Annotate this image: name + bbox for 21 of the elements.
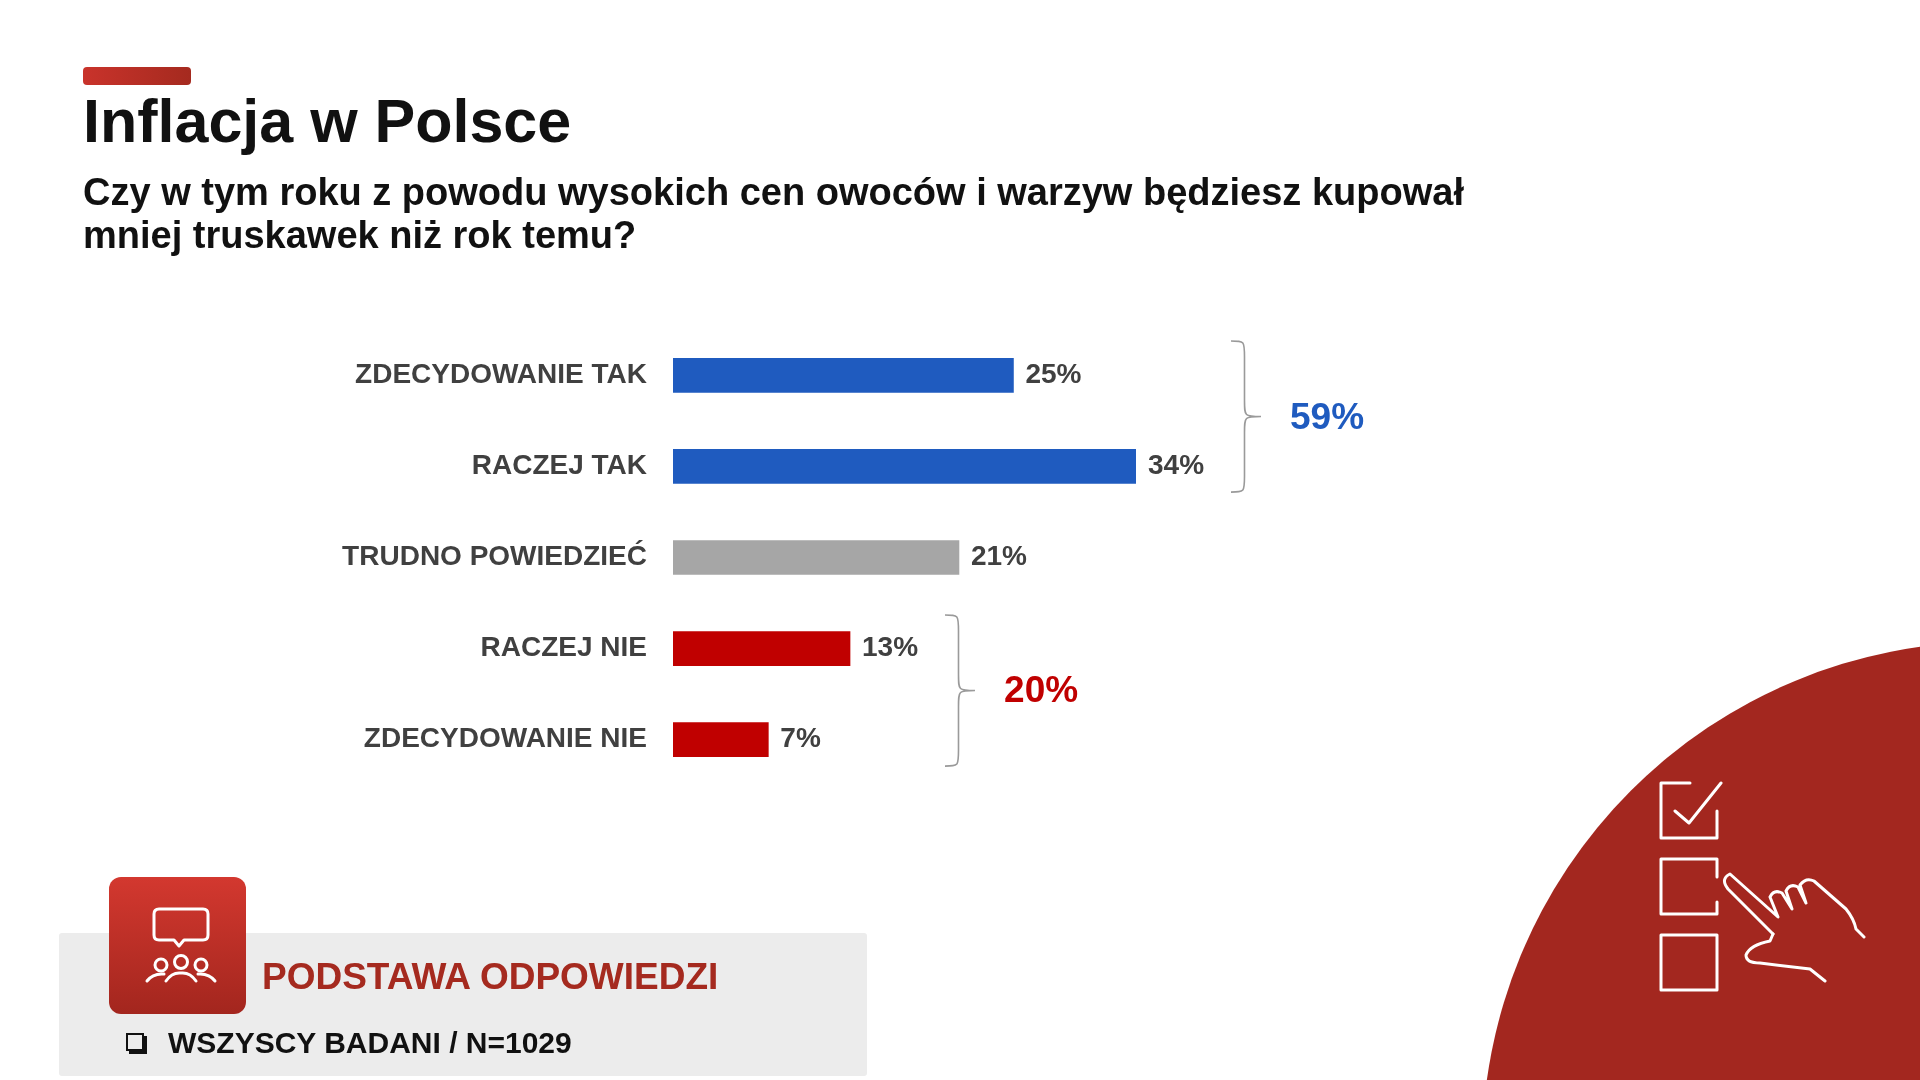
bar (673, 631, 851, 666)
bar (673, 358, 1014, 393)
bar (673, 449, 1136, 484)
chart-subtitle: Czy w tym roku z powodu wysokich cen owoców i warzyw będziesz kupował mniej truskawek niż rok temu? (83, 171, 1465, 257)
data-label: 25% (1025, 358, 1082, 390)
y-tick-label: TRUDNO POWIEDZIEĆ (342, 540, 647, 572)
y-tick-label: ZDECYDOWANIE TAK (355, 358, 647, 390)
text: WSZYSCY BADANI / N=1029 (168, 1025, 572, 1061)
y-tick-label: RACZEJ NIE (480, 631, 647, 663)
annotation: 20% (1004, 668, 1079, 713)
text: 59% (1290, 394, 1365, 439)
data-label: 7% (780, 722, 821, 754)
text: PODSTAWA ODPOWIEDZI (262, 955, 719, 999)
bar (673, 722, 769, 757)
bar (673, 540, 960, 575)
y-tick-label: ZDECYDOWANIE NIE (363, 722, 647, 754)
y-tick-label: RACZEJ TAK (471, 449, 647, 481)
data-label: 34% (1148, 449, 1205, 481)
data-label: 13% (862, 631, 919, 663)
data-label: 21% (970, 540, 1028, 572)
chart-title: Inflacja w Polsce (83, 86, 572, 156)
